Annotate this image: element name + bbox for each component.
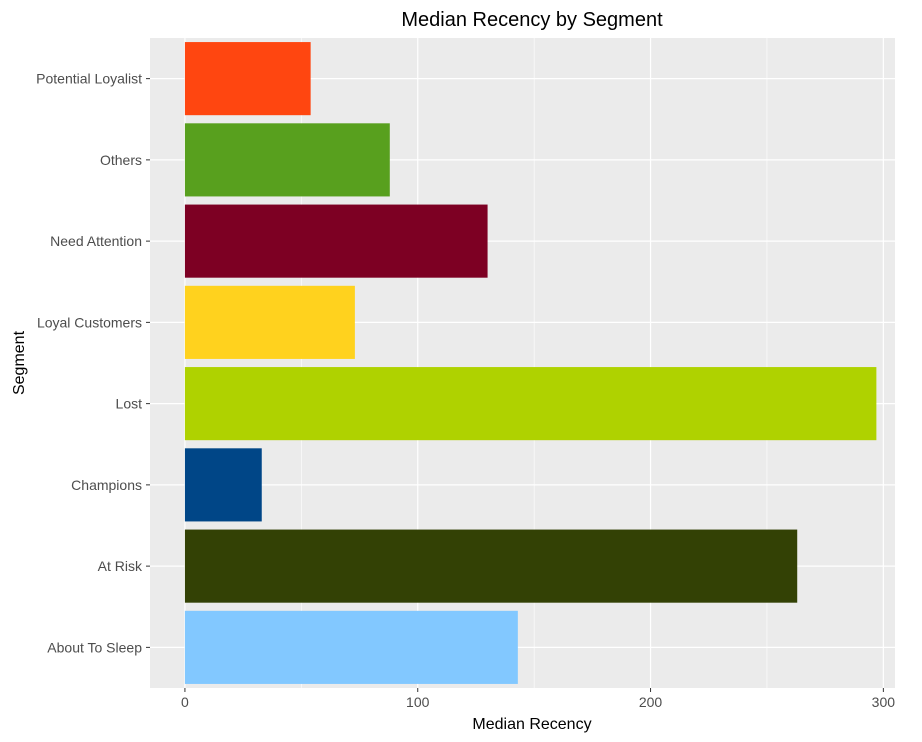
y-axis-title: Segment — [11, 330, 28, 395]
chart-title: Median Recency by Segment — [401, 9, 663, 31]
x-axis-title: Median Recency — [472, 716, 591, 733]
x-tick-label: 100 — [406, 694, 430, 710]
y-axis-ticks: About To Sleep At Risk Champions Lost Loyal … — [36, 71, 150, 655]
x-tick-label: 0 — [181, 694, 189, 710]
x-axis-ticks: 0 100 200 300 — [181, 688, 895, 710]
y-tick-label: Others — [100, 152, 142, 168]
y-tick-label: Need Attention — [50, 233, 142, 249]
bar-at-risk — [184, 529, 798, 603]
y-tick-label: At Risk — [98, 558, 143, 574]
bar-potential-loyalist — [184, 42, 311, 116]
bars — [184, 42, 877, 684]
y-tick-label: Loyal Customers — [37, 314, 142, 330]
y-tick-label: Potential Loyalist — [36, 71, 142, 87]
x-tick-label: 300 — [872, 694, 896, 710]
bar-need-attention — [184, 204, 488, 278]
bar-about-to-sleep — [184, 610, 518, 684]
bar-lost — [184, 367, 877, 441]
bar-others — [184, 123, 390, 197]
y-tick-label: About To Sleep — [47, 639, 142, 655]
bar-champions — [184, 448, 262, 522]
bar-loyal-customers — [184, 285, 355, 359]
x-tick-label: 200 — [639, 694, 663, 710]
y-tick-label: Champions — [71, 477, 142, 493]
y-tick-label: Lost — [116, 396, 143, 412]
